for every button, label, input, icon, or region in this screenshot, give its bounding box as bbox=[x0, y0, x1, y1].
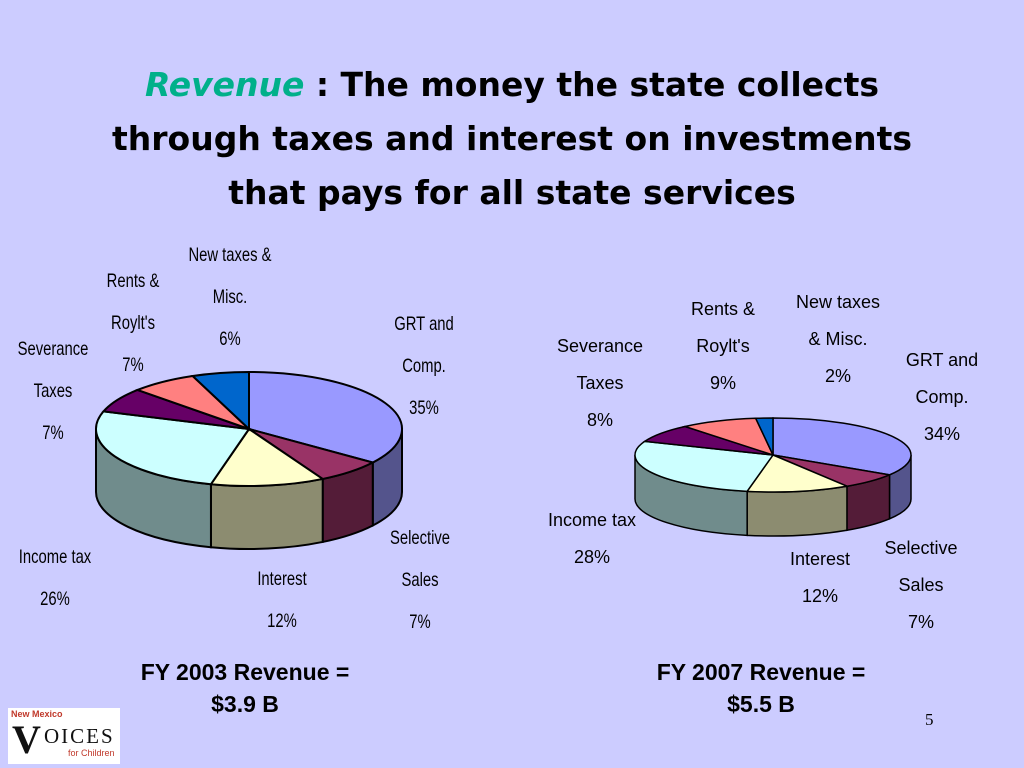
fy2007-slice-label-5: Severance Taxes 8% bbox=[557, 336, 643, 430]
fy2003-slice-label-4-line-1: Income tax bbox=[19, 546, 92, 567]
fy2007-slice-label-6-line-3: 9% bbox=[710, 373, 736, 393]
fy2003-slice-label-4: Income tax 26% bbox=[19, 546, 92, 609]
fy2003-slice-label-2-line-1: Selective bbox=[390, 527, 450, 548]
fy2003-slice-label-7-line-3: 6% bbox=[219, 328, 240, 349]
fy2003-slice-label-3: Interest 12% bbox=[257, 568, 307, 631]
slide-title: Revenue : The money the state collects t… bbox=[0, 58, 1024, 220]
fy2007-slice-label-3: Interest 12% bbox=[790, 549, 850, 606]
fy2003-slice-label-7-line-1: New taxes & bbox=[188, 244, 272, 265]
fy2007-slice-label-5-line-3: 8% bbox=[587, 410, 613, 430]
fy2007-caption: FY 2007 Revenue = $5.5 B bbox=[596, 656, 926, 720]
fy2003-slice-label-2-line-2: Sales bbox=[401, 569, 438, 590]
fy2007-slice-label-1-line-3: 34% bbox=[924, 424, 960, 444]
title-line-2: through taxes and interest on investment… bbox=[112, 119, 912, 158]
voices-logo: New Mexico V OICES for Children bbox=[8, 708, 120, 764]
fy2003-pie-chart: GRT and Comp. 35% Selective Sales 7% Interest 1… bbox=[18, 244, 454, 632]
logo-word: OICES bbox=[44, 724, 115, 748]
fy2007-slice-label-6-line-2: Roylt's bbox=[696, 336, 749, 356]
title-line-1: Revenue : The money the state collects bbox=[0, 58, 1024, 112]
page-number: 5 bbox=[925, 710, 934, 729]
fy2007-slice-label-7-line-3: 2% bbox=[825, 366, 851, 386]
fy2003-slice-label-5-line-3: 7% bbox=[42, 422, 63, 443]
fy2007-slice-side-3 bbox=[746, 485, 848, 537]
fy2003-slice-label-1: GRT and Comp. 35% bbox=[394, 313, 454, 418]
fy2003-slice-label-4-line-2: 26% bbox=[40, 588, 70, 609]
fy2003-caption-line-2: $3.9 B bbox=[211, 691, 279, 717]
fy2007-slice-label-5-line-1: Severance bbox=[557, 336, 643, 356]
fy2003-slice-label-2: Selective Sales 7% bbox=[390, 527, 450, 632]
fy2007-slice-label-3-line-2: 12% bbox=[802, 586, 838, 606]
fy2003-slice-4 bbox=[95, 410, 251, 486]
fy2003-caption-line-1: FY 2003 Revenue = bbox=[140, 659, 350, 685]
fy2007-slice-label-1-line-2: Comp. bbox=[915, 387, 968, 407]
fy2007-slice-7 bbox=[754, 417, 774, 456]
fy2003-slice-1 bbox=[248, 370, 403, 464]
fy2003-slice-label-1-line-1: GRT and bbox=[394, 313, 454, 334]
fy2007-slice-4 bbox=[634, 440, 775, 493]
fy2007-slice-label-7: New taxes & Misc. 2% bbox=[796, 292, 880, 386]
fy2003-slice-label-5-line-1: Severance bbox=[18, 338, 89, 359]
fy2007-slice-label-4: Income tax 28% bbox=[548, 510, 636, 567]
fy2003-slice-label-7-line-2: Misc. bbox=[213, 286, 248, 307]
fy2003-slice-side-3 bbox=[209, 477, 324, 550]
logo-top-text: New Mexico bbox=[11, 709, 63, 719]
fy2007-slice-3 bbox=[745, 454, 850, 493]
fy2007-slice-label-6-line-1: Rents & bbox=[691, 299, 755, 319]
fy2003-slice-3 bbox=[209, 427, 326, 487]
fy2007-slice-label-5-line-2: Taxes bbox=[576, 373, 623, 393]
fy2003-slice-label-6-line-1: Rents & bbox=[107, 270, 160, 291]
fy2007-caption-line-2: $5.5 B bbox=[727, 691, 795, 717]
logo-bottom-text: for Children bbox=[68, 748, 115, 758]
fy2007-caption-line-1: FY 2007 Revenue = bbox=[656, 659, 866, 685]
fy2007-slice-label-1: GRT and Comp. 34% bbox=[906, 350, 978, 444]
fy2003-slice-label-6-line-3: 7% bbox=[122, 354, 143, 375]
fy2007-slice-label-2: Selective Sales 7% bbox=[884, 538, 957, 632]
fy2003-slice-label-6: Rents & Roylt's 7% bbox=[107, 270, 160, 375]
fy2007-slice-label-7-line-1: New taxes bbox=[796, 292, 880, 312]
fy2003-slice-label-2-line-3: 7% bbox=[409, 611, 430, 632]
fy2003-slice-label-5: Severance Taxes 7% bbox=[18, 338, 89, 443]
fy2007-slice-label-7-line-2: & Misc. bbox=[808, 329, 867, 349]
fy2007-slice-label-3-line-1: Interest bbox=[790, 549, 850, 569]
fy2007-slice-label-2-line-1: Selective bbox=[884, 538, 957, 558]
fy2007-slice-label-4-line-1: Income tax bbox=[548, 510, 636, 530]
fy2003-caption: FY 2003 Revenue = $3.9 B bbox=[80, 656, 410, 720]
fy2007-slice-label-4-line-2: 28% bbox=[574, 547, 610, 567]
fy2007-slice-label-2-line-3: 7% bbox=[908, 612, 934, 632]
fy2007-pie-chart: GRT and Comp. 34% Selective Sales 7% Interest 1… bbox=[548, 292, 978, 632]
fy2007-slice-label-1-line-1: GRT and bbox=[906, 350, 978, 370]
fy2003-slice-7 bbox=[190, 370, 250, 432]
fy2007-slice-label-6: Rents & Roylt's 9% bbox=[691, 299, 755, 393]
fy2003-slice-label-1-line-3: 35% bbox=[409, 397, 439, 418]
title-line-3: that pays for all state services bbox=[228, 173, 796, 212]
fy2003-slice-label-3-line-2: 12% bbox=[267, 610, 297, 631]
title-keyword: Revenue bbox=[144, 65, 305, 104]
fy2003-slice-label-5-line-2: Taxes bbox=[34, 380, 73, 401]
fy2003-slice-label-7: New taxes & Misc. 6% bbox=[188, 244, 272, 349]
fy2007-slice-label-2-line-2: Sales bbox=[898, 575, 943, 595]
fy2003-slice-label-3-line-1: Interest bbox=[257, 568, 307, 589]
title-line-1-rest: : The money the state collects bbox=[304, 65, 880, 104]
logo-v-letter: V bbox=[12, 717, 41, 762]
fy2003-slice-label-1-line-2: Comp. bbox=[402, 355, 446, 376]
fy2003-slice-label-6-line-2: Roylt's bbox=[111, 312, 155, 333]
